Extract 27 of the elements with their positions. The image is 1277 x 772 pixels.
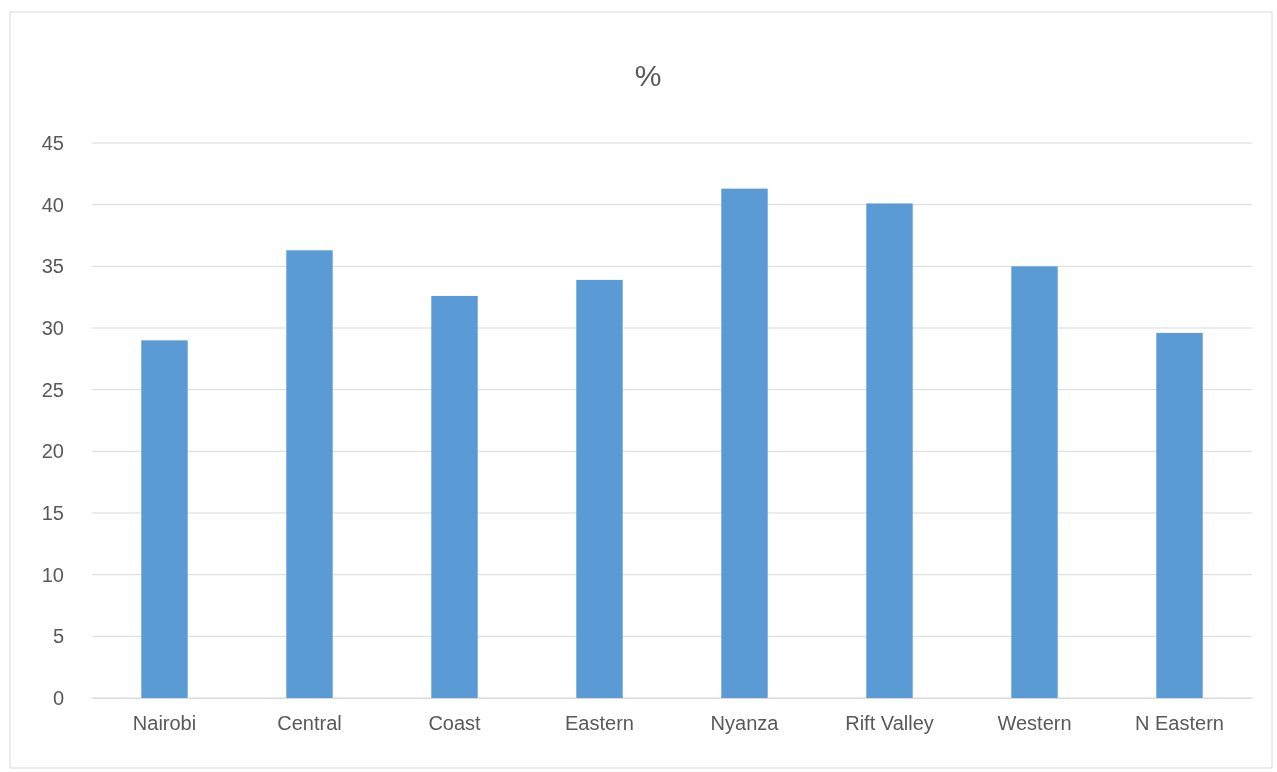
bar [721,188,768,698]
y-tick-label: 20 [41,440,64,463]
y-tick-label: 40 [41,193,64,216]
bar [1011,266,1058,698]
bar [431,295,478,698]
bar [286,250,333,698]
bar [866,203,913,698]
y-tick-label: 45 [41,131,64,154]
x-tick-label: Coast [428,712,482,735]
x-tick-label: Nairobi [132,712,197,735]
x-tick-label: N Eastern [1135,712,1224,735]
y-tick-label: 10 [41,563,64,586]
bar [1156,332,1203,698]
y-tick-label: 0 [52,686,64,709]
bar [576,279,623,698]
y-tick-label: 35 [41,255,64,278]
bar [141,340,188,698]
x-tick-label: Eastern [565,712,634,735]
chart-title: % [634,59,662,92]
x-tick-label: Nyanza [710,712,780,735]
x-tick-label: Central [277,712,342,735]
x-tick-label: Western [997,712,1072,735]
y-tick-label: 25 [41,378,64,401]
y-tick-label: 30 [41,316,64,339]
y-tick-label: 15 [41,501,64,524]
x-tick-label: Rift Valley [845,712,934,735]
y-tick-label: 5 [52,625,64,648]
